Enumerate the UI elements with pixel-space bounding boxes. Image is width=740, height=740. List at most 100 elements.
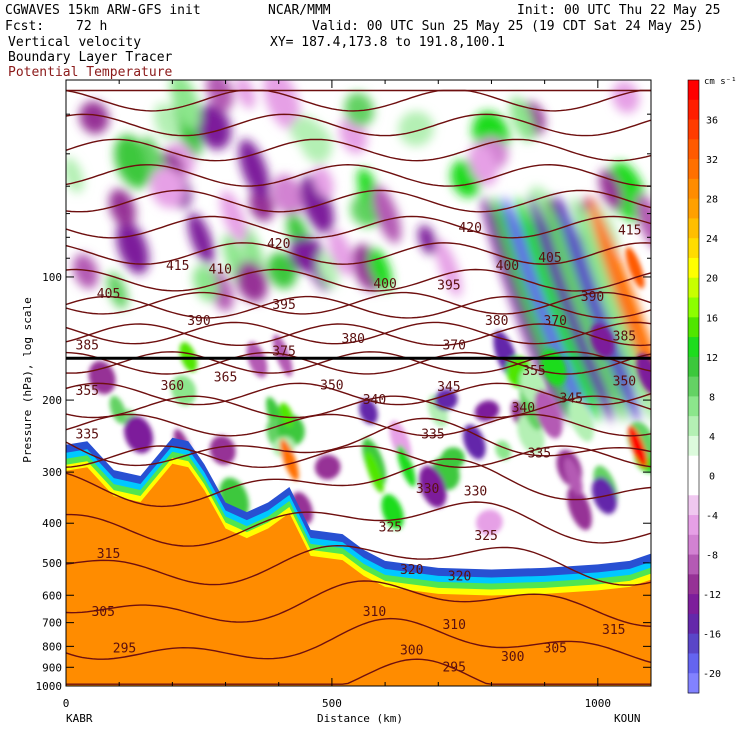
velocity-cell bbox=[312, 165, 334, 198]
theta-label: 345 bbox=[437, 380, 460, 395]
theta-contour bbox=[66, 395, 651, 419]
velocity-cell bbox=[314, 454, 341, 480]
org-label: NCAR/MMM bbox=[268, 3, 331, 18]
velocity-cell bbox=[352, 196, 371, 227]
theta-label: 420 bbox=[458, 221, 481, 236]
velocity-cell bbox=[206, 80, 234, 111]
colorbar-swatch bbox=[688, 317, 699, 338]
velocity-cell bbox=[289, 237, 320, 273]
velocity-cell bbox=[114, 134, 152, 189]
colorbar-label: -12 bbox=[703, 590, 721, 601]
updraft-core bbox=[625, 247, 645, 289]
colorbar-swatch bbox=[688, 416, 699, 437]
theta-contour bbox=[66, 580, 651, 627]
x-axis: 0 500 1000 bbox=[63, 80, 652, 710]
theta-label: 340 bbox=[512, 401, 535, 416]
velocity-cell bbox=[279, 402, 294, 428]
colorbar-swatch bbox=[688, 396, 699, 417]
theta-label: 325 bbox=[379, 521, 402, 536]
theta-label: 380 bbox=[485, 314, 508, 329]
velocity-cell bbox=[534, 389, 563, 439]
theta-label: 320 bbox=[448, 570, 471, 585]
theta-label: 370 bbox=[544, 314, 567, 329]
theta-label: 340 bbox=[363, 393, 386, 408]
y-tick-label: 400 bbox=[42, 517, 62, 530]
theta-label: 315 bbox=[602, 623, 625, 638]
colorbar-swatch bbox=[688, 435, 699, 457]
y-tick-label: 1000 bbox=[36, 680, 63, 693]
velocity-cell bbox=[79, 101, 109, 134]
theta-label: 350 bbox=[613, 374, 636, 389]
colorbar-swatch bbox=[688, 99, 699, 121]
theta-label: 295 bbox=[442, 660, 465, 675]
convective-column bbox=[555, 196, 640, 423]
theta-label: 395 bbox=[437, 279, 460, 294]
velocity-cell bbox=[267, 252, 297, 289]
theta-contour bbox=[66, 291, 651, 315]
theta-label: 380 bbox=[341, 332, 364, 347]
x-tick-label: 500 bbox=[322, 697, 342, 710]
colorbar-swatch bbox=[688, 515, 699, 536]
theta-contour bbox=[66, 163, 651, 187]
velocity-cell bbox=[635, 193, 651, 251]
right-endpoint-label: KOUN bbox=[614, 712, 641, 725]
theta-contour bbox=[66, 189, 651, 213]
velocity-cell bbox=[106, 272, 128, 310]
colorbar-swatch bbox=[688, 277, 699, 299]
velocity-cell bbox=[170, 80, 201, 130]
colorbar-label: 4 bbox=[709, 432, 715, 443]
colorbar-swatch bbox=[688, 257, 699, 279]
velocity-cell bbox=[272, 334, 293, 377]
theta-label: 415 bbox=[618, 224, 641, 239]
colorbar: 36 32 28 24 20 16 12 8 4 0 -4 -8 -12 -16 -20 bbox=[687, 79, 721, 694]
theta-contour bbox=[66, 351, 651, 375]
theta-contour bbox=[66, 417, 651, 467]
theta-contour bbox=[66, 658, 651, 685]
theta-label: 330 bbox=[416, 482, 439, 497]
colorbar-swatch bbox=[688, 178, 699, 200]
fcst-label: Fcst: bbox=[5, 19, 45, 34]
theta-label: 405 bbox=[97, 287, 120, 302]
velocity-cell bbox=[271, 174, 304, 217]
colorbar-swatch bbox=[688, 198, 699, 219]
velocity-cell bbox=[124, 415, 154, 454]
velocity-cell bbox=[599, 169, 623, 211]
theta-label: 390 bbox=[187, 314, 210, 329]
velocity-cell bbox=[435, 239, 462, 297]
velocity-cell bbox=[238, 139, 270, 200]
theta-label: 300 bbox=[400, 644, 423, 659]
field-label-theta: Potential Temperature bbox=[8, 65, 173, 80]
colorbar-swatch bbox=[688, 495, 699, 516]
y-tick-label: 600 bbox=[42, 589, 62, 602]
y-tick-label: 200 bbox=[42, 394, 62, 407]
plot-frame bbox=[65, 79, 652, 687]
theta-contour bbox=[66, 89, 651, 112]
theta-contour bbox=[66, 242, 651, 265]
theta-label: 355 bbox=[76, 384, 99, 399]
velocity-cell bbox=[209, 435, 236, 465]
y-tick-label: 900 bbox=[42, 661, 62, 674]
convective-column bbox=[516, 196, 600, 423]
velocity-cell bbox=[398, 111, 434, 147]
colorbar-swatch bbox=[688, 159, 699, 180]
y-tick-label: 100 bbox=[42, 271, 62, 284]
colorbar-swatch bbox=[688, 475, 699, 496]
theta-contour bbox=[66, 445, 651, 469]
velocity-cell bbox=[568, 396, 594, 442]
field-label-tracer: Boundary Layer Tracer bbox=[8, 50, 173, 65]
velocity-cell bbox=[187, 212, 215, 265]
colorbar-frame bbox=[687, 79, 700, 694]
theta-label: 385 bbox=[613, 330, 636, 345]
colorbar-label: -8 bbox=[706, 551, 718, 562]
theta-contour bbox=[66, 382, 651, 406]
velocity-cell bbox=[109, 395, 127, 424]
theta-label: 315 bbox=[97, 547, 120, 562]
velocity-cell bbox=[290, 115, 320, 145]
theta-label: 300 bbox=[501, 650, 524, 665]
y-axis: 100 200 300 400 500 600 700 800 900 1000 bbox=[36, 113, 651, 693]
theta-contour bbox=[66, 413, 651, 437]
velocity-cell bbox=[246, 341, 268, 378]
theta-label: 325 bbox=[474, 529, 497, 544]
y-tick-label: 300 bbox=[42, 466, 62, 479]
velocity-cell bbox=[154, 103, 180, 141]
